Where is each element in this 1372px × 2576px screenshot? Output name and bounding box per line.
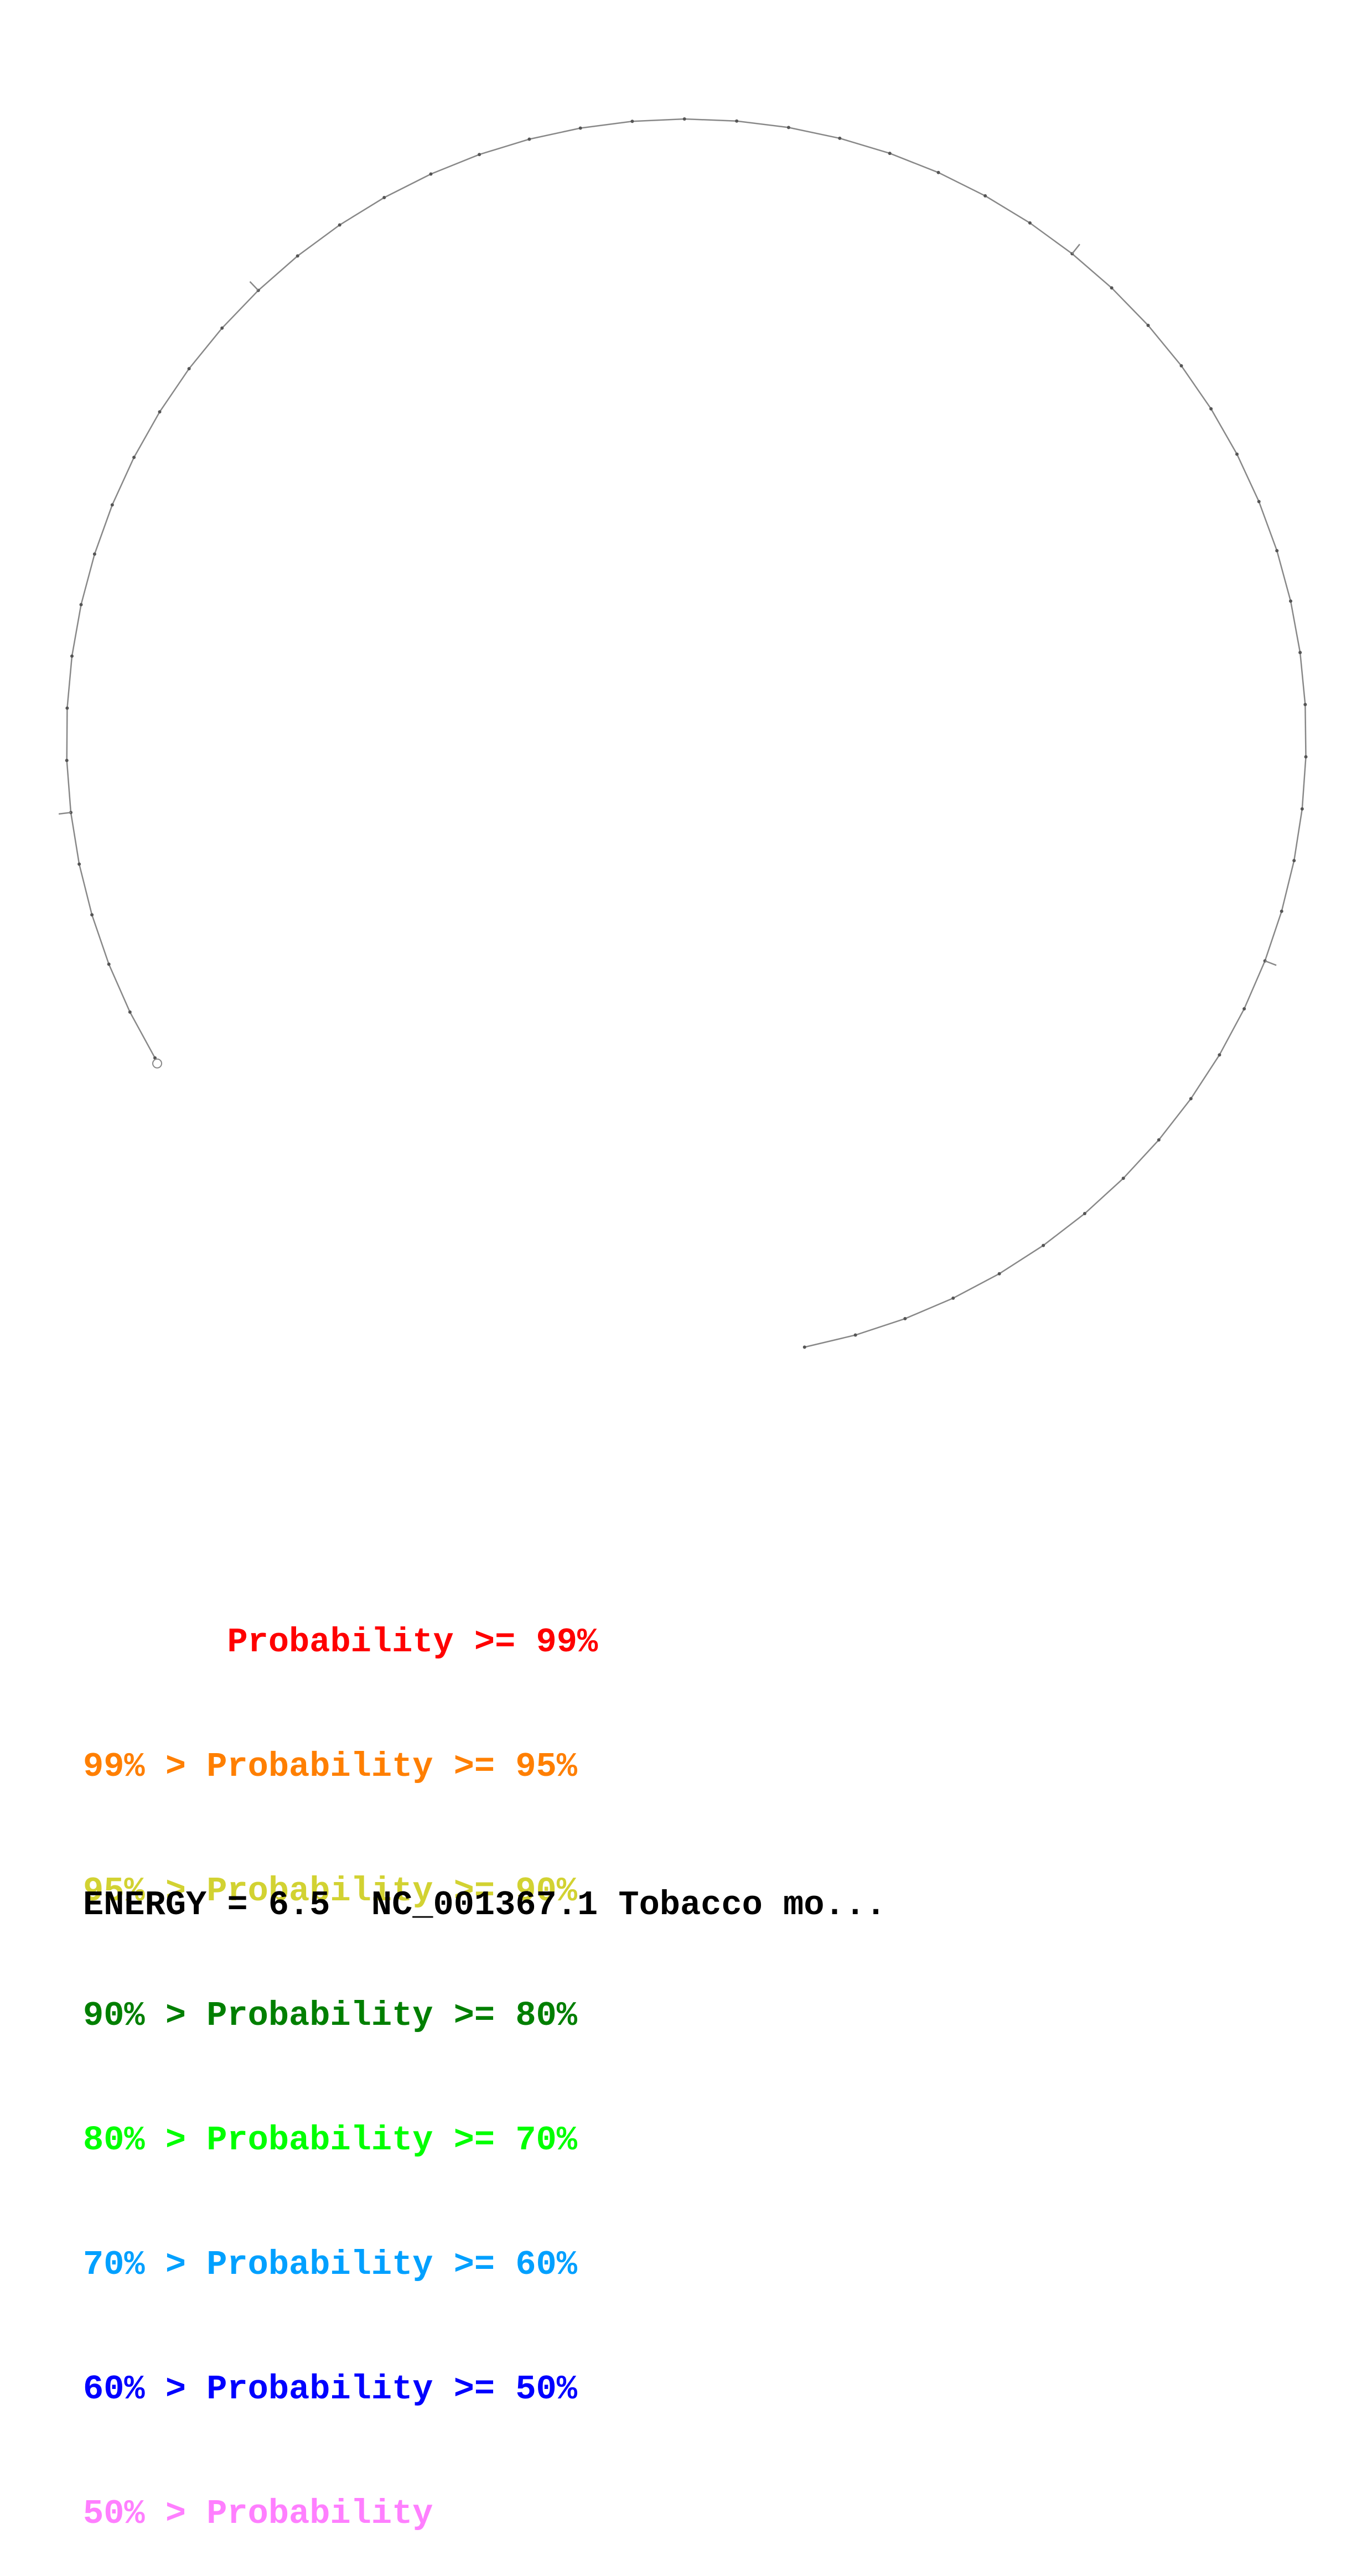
hairpin-stem: [1071, 243, 1080, 255]
nucleotide-dot: [997, 1272, 1001, 1276]
nucleotide-dot: [1157, 1138, 1161, 1142]
legend-row-90: 95% > Probability >= 90%: [83, 1872, 577, 1911]
legend-row-95: 99% > Probability >= 95%: [83, 1747, 577, 1786]
nucleotide-dot: [79, 603, 83, 607]
nucleotide-dot: [1280, 909, 1283, 913]
nucleotide-dot: [65, 759, 69, 763]
nucleotide-dot: [128, 1010, 132, 1014]
nucleotide-dot: [1304, 755, 1308, 759]
legend-row-70: 80% > Probability >= 70%: [83, 2121, 577, 2160]
small-hairpin-loop: [152, 1058, 162, 1069]
nucleotide-dot: [110, 503, 114, 507]
nucleotide-dot: [1028, 221, 1032, 225]
nucleotide-dot: [107, 962, 111, 966]
hairpin-stem: [58, 812, 71, 815]
nucleotide-dot: [1300, 807, 1304, 811]
nucleotide-dot: [1303, 703, 1307, 707]
nucleotide-dot: [1218, 1053, 1221, 1057]
nucleotide-dot: [187, 367, 191, 371]
nucleotide-dot: [1242, 1007, 1246, 1010]
nucleotide-dot: [1110, 286, 1114, 290]
backbone-path: [66, 118, 1307, 1348]
nucleotide-dot: [1209, 407, 1213, 411]
nucleotide-dot: [338, 223, 341, 227]
rna-backbone: [66, 118, 1307, 1348]
nucleotide-ticks: [65, 117, 1308, 1349]
nucleotide-dot: [1289, 599, 1292, 603]
nucleotide-dot: [1235, 452, 1239, 456]
nucleotide-dot: [158, 410, 162, 414]
nucleotide-dot: [1121, 1176, 1125, 1180]
nucleotide-dot: [65, 706, 69, 710]
nucleotide-dot: [132, 455, 136, 459]
nucleotide-dot: [735, 119, 739, 123]
nucleotide-dot: [630, 120, 634, 123]
legend-row-50: 60% > Probability >= 50%: [83, 2370, 577, 2409]
nucleotide-dot: [77, 862, 81, 866]
hairpin-stem: [1265, 960, 1277, 966]
nucleotide-dot: [682, 117, 686, 121]
nucleotide-dot: [92, 552, 96, 556]
hairpin-stem: [249, 281, 259, 291]
nucleotide-dot: [1298, 651, 1302, 655]
nucleotide-dot: [296, 254, 299, 258]
legend-row-60: 70% > Probability >= 60%: [83, 2245, 577, 2284]
nucleotide-dot: [382, 196, 386, 199]
nucleotide-dot: [853, 1333, 857, 1337]
nucleotide-dot: [90, 913, 94, 917]
nucleotide-dot: [1179, 364, 1183, 367]
energy-title: ENERGY = 6.5 NC_001367.1 Tobacco mo...: [83, 1885, 887, 1925]
rna-structure-drawing: [58, 117, 1308, 1349]
nucleotide-dot: [936, 170, 940, 174]
probability-legend: Probability >= 99% 99% > Probability >= …: [83, 1538, 598, 2576]
nucleotide-dot: [888, 152, 892, 156]
nucleotide-dot: [951, 1296, 955, 1300]
legend-row-below-50: 50% > Probability: [83, 2494, 433, 2533]
nucleotide-dot: [1292, 859, 1296, 863]
legend-row-80: 90% > Probability >= 80%: [83, 1996, 577, 2035]
legend-row-99: Probability >= 99%: [83, 1623, 598, 1662]
hairpin-stems: [58, 243, 1277, 966]
nucleotide-dot: [803, 1345, 806, 1349]
nucleotide-dot: [1146, 324, 1150, 327]
nucleotide-dot: [478, 153, 482, 157]
nucleotide-dot: [1275, 549, 1279, 553]
nucleotide-dot: [903, 1316, 907, 1320]
nucleotide-dot: [838, 136, 842, 140]
nucleotide-dot: [1189, 1097, 1193, 1101]
nucleotide-dot: [220, 326, 224, 330]
nucleotide-dot: [786, 126, 790, 129]
nucleotide-dot: [527, 137, 531, 141]
nucleotide-dot: [1042, 1243, 1045, 1247]
nucleotide-dot: [1083, 1212, 1086, 1215]
nucleotide-dot: [70, 654, 74, 658]
nucleotide-dot: [1257, 500, 1261, 504]
nucleotide-dot: [429, 172, 433, 176]
loop-circle: [152, 1058, 162, 1069]
nucleotide-dot: [578, 126, 582, 130]
nucleotide-dot: [983, 194, 987, 198]
